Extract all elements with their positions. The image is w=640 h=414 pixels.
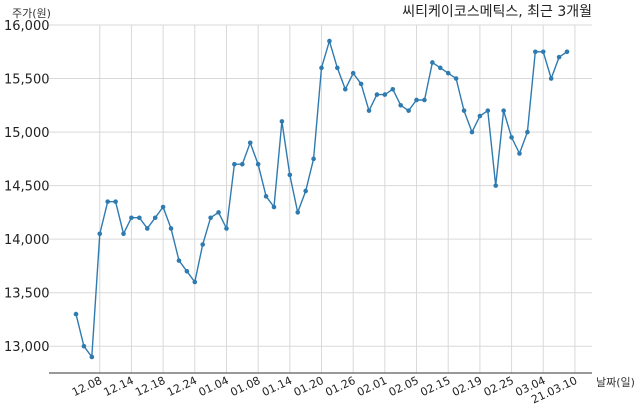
y-tick-label: 15,000 (4, 126, 50, 141)
y-tick-label: 16,000 (4, 19, 50, 34)
y-tick-label: 13,000 (4, 340, 50, 355)
data-point (398, 103, 403, 108)
data-point (168, 226, 174, 231)
data-point (556, 54, 562, 60)
data-point (160, 204, 166, 210)
chart-title: 씨티케이코스메틱스, 최근 3개월 (402, 4, 592, 20)
x-axis-label: 날짜(일) (596, 375, 635, 389)
data-point (406, 108, 411, 113)
data-point (121, 231, 126, 237)
y-tick-label: 15,500 (4, 73, 50, 88)
data-point (200, 242, 206, 247)
y-axis-label: 주가(원) (12, 7, 51, 20)
data-point (453, 76, 459, 81)
data-point (540, 49, 546, 55)
data-point (493, 183, 499, 188)
data-point (73, 311, 79, 317)
data-point (350, 70, 356, 76)
data-point (533, 49, 538, 55)
x-tick-label: 01.20 (292, 374, 326, 399)
x-tick-label: 02.25 (482, 374, 516, 399)
data-point (469, 129, 475, 135)
data-point (129, 215, 134, 221)
data-point (81, 343, 87, 349)
data-point (216, 210, 221, 215)
data-point (358, 81, 364, 87)
data-point (374, 92, 380, 97)
data-point (152, 215, 158, 221)
data-point (89, 354, 95, 360)
x-tick-label: 12.18 (133, 374, 167, 399)
y-tick-label: 14,500 (4, 180, 50, 195)
data-point (208, 215, 213, 221)
data-point (477, 113, 483, 119)
x-tick-label: 02.15 (418, 374, 452, 399)
data-point (382, 92, 388, 97)
y-tick-labels: 13,000 13,500 14,000 14,500 15,000 15,500 16,0… (4, 19, 50, 355)
data-point (137, 215, 142, 221)
data-point (97, 231, 103, 237)
data-point (192, 279, 198, 285)
data-point (144, 226, 150, 231)
x-tick-label: 01.14 (260, 374, 294, 399)
data-point (113, 199, 118, 204)
data-point (247, 140, 253, 146)
x-tick-label: 02.19 (450, 374, 484, 399)
grid (49, 24, 592, 373)
data-point (240, 161, 245, 167)
y-tick-label: 13,500 (4, 287, 50, 302)
data-point (461, 108, 467, 113)
data-point (548, 76, 554, 81)
data-point (390, 86, 396, 92)
data-point (342, 86, 348, 92)
data-point (105, 199, 110, 204)
data-point (414, 97, 419, 103)
data-point (366, 108, 372, 113)
x-tick-label: 02.05 (387, 374, 421, 399)
data-point (327, 38, 332, 44)
x-tick-label: 02.01 (355, 374, 389, 399)
data-point (437, 65, 443, 71)
data-point (295, 210, 301, 215)
y-tick-label: 14,000 (4, 233, 50, 248)
data-point (311, 156, 316, 162)
data-point (501, 108, 506, 113)
x-tick-label: 01.26 (323, 374, 357, 399)
x-tick-label: 01.08 (228, 374, 262, 399)
x-tick-label: 12.08 (70, 374, 104, 399)
data-point (430, 60, 435, 65)
data-point (224, 226, 229, 231)
data-point (287, 172, 293, 178)
x-tick-label: 12.24 (165, 374, 199, 399)
x-tick-label: 01.04 (197, 374, 231, 399)
data-point (271, 204, 277, 210)
data-point (263, 194, 269, 199)
data-point (184, 268, 190, 274)
data-point (176, 258, 182, 263)
data-point (279, 119, 285, 124)
data-point (564, 49, 570, 55)
data-point (509, 135, 514, 140)
data-point (255, 161, 261, 167)
data-point (232, 161, 237, 167)
x-tick-labels: 12.0812.1412.1812.2401.0401.0801.1401.20… (70, 374, 579, 406)
data-point (445, 70, 451, 76)
data-point (319, 65, 324, 71)
data-point (517, 151, 522, 156)
x-tick-label: 12.14 (102, 374, 136, 399)
data-point (335, 65, 340, 71)
data-point (485, 108, 491, 113)
data-point (303, 188, 308, 194)
data-points (73, 38, 570, 360)
data-point (525, 129, 530, 135)
data-point (422, 97, 427, 103)
